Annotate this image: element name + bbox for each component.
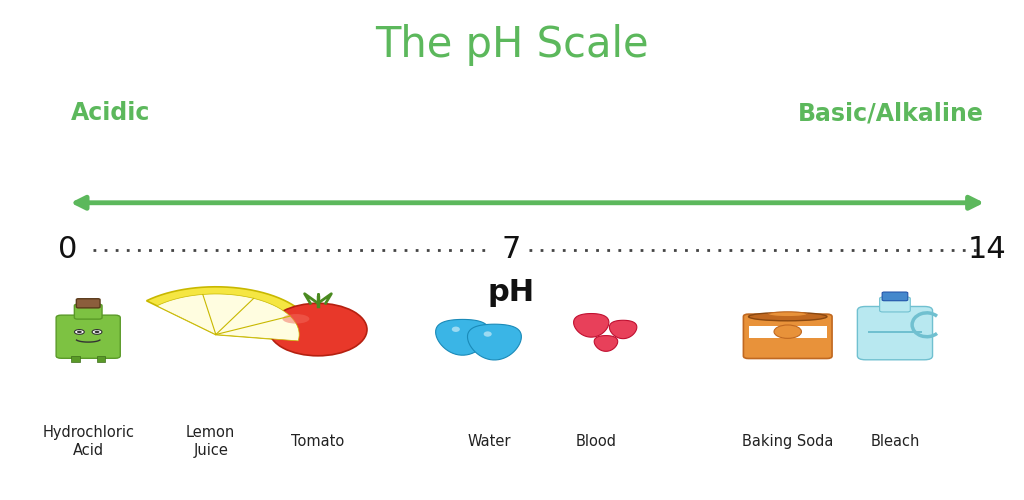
Text: Lemon
Juice: Lemon Juice (186, 425, 236, 458)
Text: Acidic: Acidic (71, 102, 151, 126)
Polygon shape (609, 320, 637, 338)
Text: Hydrochloric
Acid: Hydrochloric Acid (42, 425, 134, 458)
Text: Water: Water (468, 434, 511, 449)
Ellipse shape (269, 304, 367, 356)
Text: Blood: Blood (575, 434, 616, 449)
Text: 0: 0 (58, 236, 78, 264)
Polygon shape (146, 287, 313, 342)
FancyBboxPatch shape (882, 292, 908, 300)
Text: 7: 7 (502, 236, 520, 264)
Circle shape (774, 325, 802, 338)
Polygon shape (435, 320, 489, 355)
Text: Basic/Alkaline: Basic/Alkaline (798, 102, 984, 126)
Ellipse shape (452, 326, 460, 332)
Polygon shape (157, 294, 299, 341)
Bar (868, 331, 922, 333)
FancyBboxPatch shape (77, 298, 100, 308)
Circle shape (94, 330, 99, 333)
Text: Bleach: Bleach (870, 434, 920, 449)
Circle shape (75, 330, 84, 334)
Circle shape (92, 330, 102, 334)
Ellipse shape (483, 332, 492, 336)
FancyBboxPatch shape (56, 315, 120, 358)
Text: Tomato: Tomato (292, 434, 345, 449)
FancyBboxPatch shape (743, 314, 833, 358)
Text: pH: pH (487, 278, 535, 307)
FancyBboxPatch shape (857, 306, 933, 360)
Ellipse shape (283, 314, 309, 324)
Text: Baking Soda: Baking Soda (742, 434, 834, 449)
Polygon shape (573, 314, 609, 337)
Ellipse shape (768, 312, 807, 316)
Bar (71, 356, 80, 362)
Ellipse shape (749, 312, 827, 321)
Polygon shape (468, 324, 521, 360)
Bar (96, 356, 105, 362)
Polygon shape (594, 336, 617, 351)
FancyBboxPatch shape (75, 304, 102, 319)
Circle shape (77, 330, 82, 333)
Bar (749, 326, 827, 338)
FancyBboxPatch shape (880, 297, 910, 312)
Text: 14: 14 (968, 236, 1007, 264)
Text: The pH Scale: The pH Scale (375, 24, 649, 66)
